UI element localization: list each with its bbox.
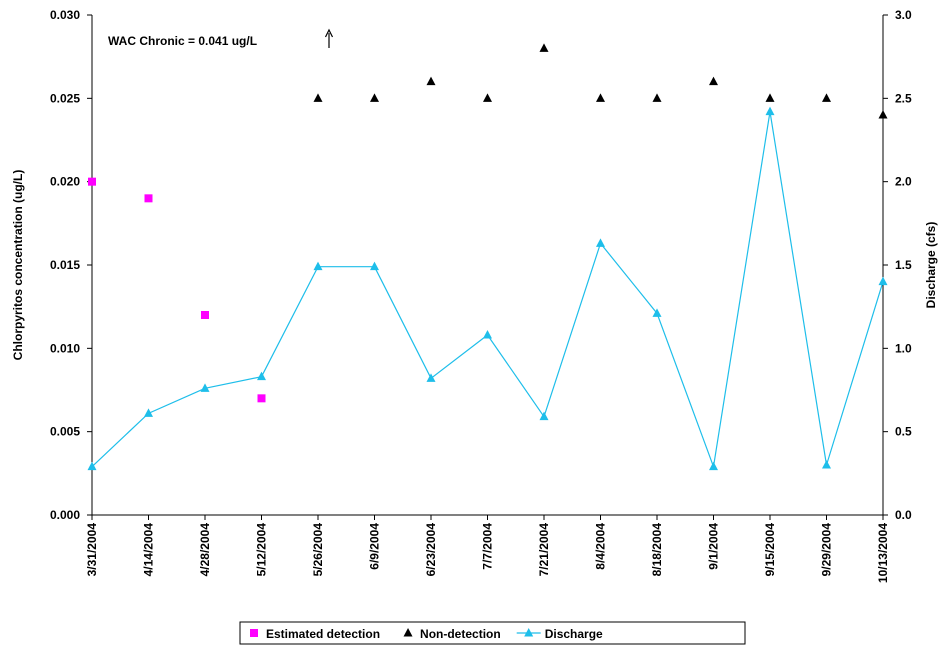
x-tick-label: 9/29/2004: [820, 523, 834, 577]
data-point: [483, 330, 492, 339]
data-point: [87, 461, 97, 471]
x-tick-label: 7/21/2004: [537, 523, 551, 577]
y2-axis-label: Discharge (cfs): [924, 222, 938, 309]
y-tick-label: 0.015: [50, 258, 80, 272]
y2-tick-label: 1.0: [895, 341, 912, 355]
x-tick-label: 6/9/2004: [368, 523, 382, 570]
data-point: [539, 411, 549, 421]
y2-tick-label: 2.0: [895, 175, 912, 189]
x-tick-label: 5/12/2004: [255, 523, 269, 577]
data-point: [201, 311, 209, 319]
data-point: [765, 93, 775, 102]
annotation-arrow: [324, 28, 334, 48]
data-point: [88, 177, 96, 186]
data-point: [539, 43, 549, 52]
data-point: [822, 460, 831, 469]
data-point: [652, 308, 662, 317]
y-tick-label: 0.005: [50, 425, 80, 439]
data-point: [313, 261, 323, 271]
data-point: [822, 93, 831, 102]
data-point: [765, 106, 775, 116]
legend-label: Discharge: [545, 627, 603, 641]
y-tick-label: 0.010: [50, 341, 80, 355]
x-tick-label: 10/13/2004: [876, 523, 890, 583]
data-point: [370, 261, 379, 271]
y2-tick-label: 0.5: [895, 425, 912, 439]
x-tick-label: 9/15/2004: [763, 523, 777, 577]
data-point: [709, 461, 718, 471]
series-line: [91, 111, 884, 470]
data-point: [426, 76, 436, 86]
data-point: [652, 93, 662, 102]
y-tick-label: 0.000: [50, 508, 80, 522]
data-point: [257, 371, 266, 381]
x-tick-label: 5/26/2004: [311, 523, 325, 577]
y2-tick-label: 0.0: [895, 508, 912, 522]
x-tick-label: 9/1/2004: [707, 523, 721, 570]
x-tick-label: 7/7/2004: [481, 523, 495, 570]
data-point: [370, 93, 379, 102]
y-axis-label: Chlorpyritos concentration (ug/L): [11, 170, 25, 361]
data-point: [878, 110, 888, 119]
x-tick-label: 8/18/2004: [650, 523, 664, 577]
legend-label: Non-detection: [420, 627, 501, 641]
annotation: WAC Chronic = 0.041 ug/L: [108, 34, 257, 48]
legend: [239, 621, 746, 645]
data-point: [313, 93, 323, 102]
data-point: [878, 276, 888, 286]
x-tick-label: 6/23/2004: [424, 523, 438, 577]
data-point: [596, 93, 605, 102]
data-point: [709, 76, 718, 86]
y-tick-label: 0.030: [50, 8, 80, 22]
data-point: [596, 238, 605, 247]
data-point: [200, 383, 210, 392]
x-tick-label: 3/31/2004: [85, 523, 99, 577]
data-point: [483, 93, 492, 102]
y2-tick-label: 2.5: [895, 91, 912, 105]
x-tick-label: 8/4/2004: [594, 523, 608, 570]
legend-marker: [403, 628, 413, 637]
legend-marker: [250, 629, 258, 637]
x-tick-label: 4/14/2004: [142, 523, 156, 577]
data-point: [144, 408, 153, 417]
legend-marker: [524, 628, 534, 637]
legend-label: Estimated detection: [266, 627, 380, 641]
y-tick-label: 0.020: [50, 175, 80, 189]
data-point: [426, 373, 436, 382]
data-point: [257, 394, 266, 403]
data-point: [144, 194, 153, 203]
y2-tick-label: 3.0: [895, 8, 912, 22]
y-tick-label: 0.025: [50, 91, 80, 105]
x-tick-label: 4/28/2004: [198, 523, 212, 577]
y2-tick-label: 1.5: [895, 258, 912, 272]
